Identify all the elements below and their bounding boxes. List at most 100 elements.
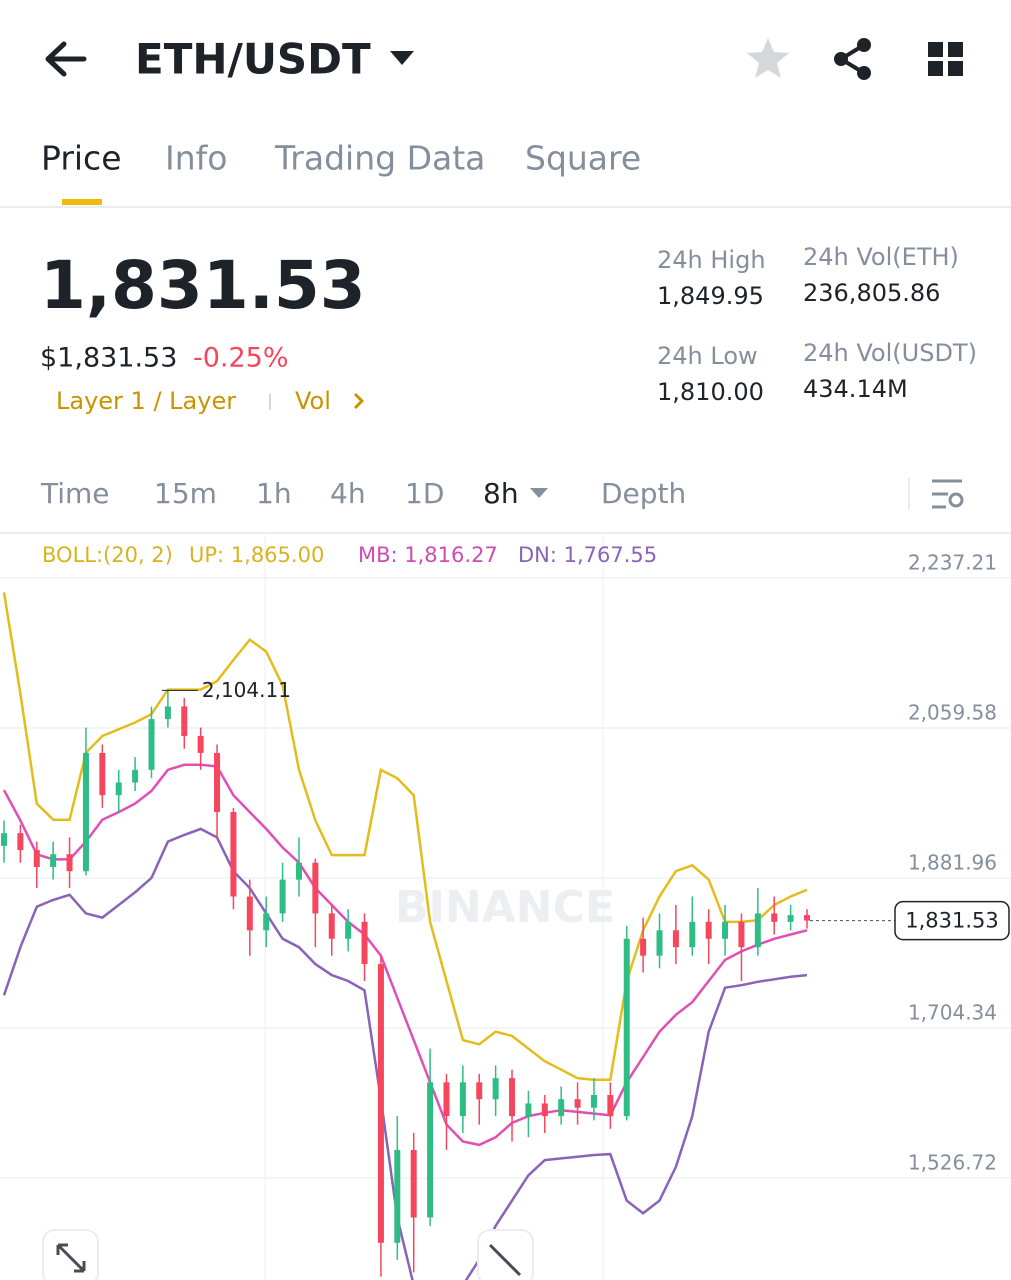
back-button[interactable]: [45, 41, 87, 77]
tab[interactable]: Square: [525, 139, 641, 178]
menu-icon[interactable]: [928, 42, 963, 76]
stat-label: 24h Vol(ETH): [803, 243, 959, 271]
interval[interactable]: 8h: [483, 477, 519, 510]
candle-body: [132, 769, 139, 783]
stat-value: 1,810.00: [657, 378, 764, 406]
candle-body: [656, 930, 663, 956]
candle-body: [754, 913, 761, 948]
interval[interactable]: 1D: [405, 477, 444, 510]
boll-line: [2, 763, 808, 1147]
stat-value: 236,805.86: [803, 279, 940, 307]
candle-body: [214, 752, 221, 813]
interval[interactable]: 1h: [256, 477, 292, 510]
candle-body: [263, 913, 270, 931]
stat-label: 24h Low: [657, 342, 758, 370]
interval[interactable]: Depth: [601, 477, 686, 510]
usd-price: $1,831.53: [40, 343, 177, 374]
candle-body: [164, 706, 171, 720]
candle-body: [771, 913, 778, 922]
pair-title[interactable]: ETH/USDT: [135, 35, 371, 84]
tab-indicator: [62, 199, 102, 205]
y-tick-label: 1,704.34: [908, 1001, 997, 1025]
candle-body: [197, 736, 204, 753]
stat-value: 1,849.95: [657, 282, 764, 310]
indicator-label: DN: 1,767.55: [518, 543, 657, 567]
candle-body: [525, 1103, 532, 1117]
candle-body: [607, 1095, 614, 1117]
tag-arrow: [353, 392, 365, 410]
candle-body: [476, 1082, 483, 1100]
candle-body: [50, 854, 57, 867]
candle-body: [459, 1082, 466, 1117]
candle-body: [689, 921, 696, 948]
chart: [0, 577, 1011, 1280]
candle-body: [787, 915, 794, 922]
candle-body: [590, 1095, 597, 1108]
candle-body: [148, 719, 155, 770]
tag[interactable]: Vol: [295, 387, 331, 415]
candle-body: [181, 706, 188, 737]
candle-body: [672, 930, 679, 948]
candle-body: [705, 921, 712, 939]
tag[interactable]: Layer 1 / Layer: [56, 387, 236, 415]
candle-body: [492, 1078, 499, 1100]
stat-label: 24h Vol(USDT): [803, 339, 977, 367]
expand-button[interactable]: [42, 1229, 99, 1280]
interval[interactable]: Time: [40, 477, 110, 510]
chart-settings[interactable]: [932, 479, 964, 509]
pair-dropdown[interactable]: [390, 51, 414, 65]
y-tick-label: 1,881.96: [908, 850, 997, 874]
boll-line: [2, 827, 808, 1280]
candle-body: [99, 752, 106, 796]
candle-body: [295, 862, 302, 880]
candle-body: [377, 964, 384, 1243]
interval[interactable]: 15m: [154, 477, 217, 510]
hide-button[interactable]: [477, 1229, 534, 1280]
candle-body: [66, 854, 73, 872]
interval-dropdown[interactable]: [530, 488, 548, 498]
last-price: 1,831.53: [40, 247, 366, 324]
candle-body: [804, 915, 810, 921]
candle-body: [640, 938, 647, 956]
favorite-icon[interactable]: [747, 38, 789, 78]
candle-body: [541, 1103, 548, 1117]
stat-value: 434.14M: [803, 375, 908, 403]
tab[interactable]: Trading Data: [274, 139, 485, 178]
candle-body: [246, 896, 253, 931]
candle-body: [722, 921, 729, 939]
y-tick-label: 2,059.58: [908, 700, 997, 724]
candle-body: [230, 812, 237, 897]
y-tick-label: 1,526.72: [908, 1151, 997, 1175]
price-change: -0.25%: [193, 343, 289, 374]
candle-body: [312, 862, 319, 914]
price-box: [894, 900, 1010, 941]
candle-body: [509, 1078, 516, 1117]
indicator-label: MB: 1,816.27: [358, 543, 498, 567]
tab[interactable]: Info: [165, 139, 227, 178]
candle-body: [17, 833, 24, 851]
candle-body: [345, 921, 352, 939]
candle-body: [738, 921, 745, 948]
candle-body: [361, 921, 368, 965]
price-marker-label: 1,831.53: [905, 909, 999, 933]
candle-body: [574, 1099, 581, 1108]
y-tick-label: 2,237.21: [908, 550, 997, 574]
indicator-label: UP: 1,865.00: [189, 543, 324, 567]
candle-body: [427, 1082, 434, 1218]
candle-body: [394, 1149, 401, 1243]
tab[interactable]: Price: [41, 139, 122, 178]
candle-body: [279, 879, 286, 914]
interval[interactable]: 4h: [330, 477, 366, 510]
candle-body: [410, 1149, 417, 1218]
candle-body: [443, 1082, 450, 1117]
candle-body: [623, 938, 630, 1117]
indicator-label: BOLL:(20, 2): [42, 543, 173, 567]
max-marker-label: 2,104.11: [202, 678, 291, 702]
stat-label: 24h High: [657, 246, 766, 274]
candle-body: [33, 850, 40, 867]
candle-body: [82, 752, 89, 872]
candle-body: [558, 1099, 565, 1117]
share-icon[interactable]: [834, 38, 871, 80]
candle-body: [115, 782, 122, 796]
